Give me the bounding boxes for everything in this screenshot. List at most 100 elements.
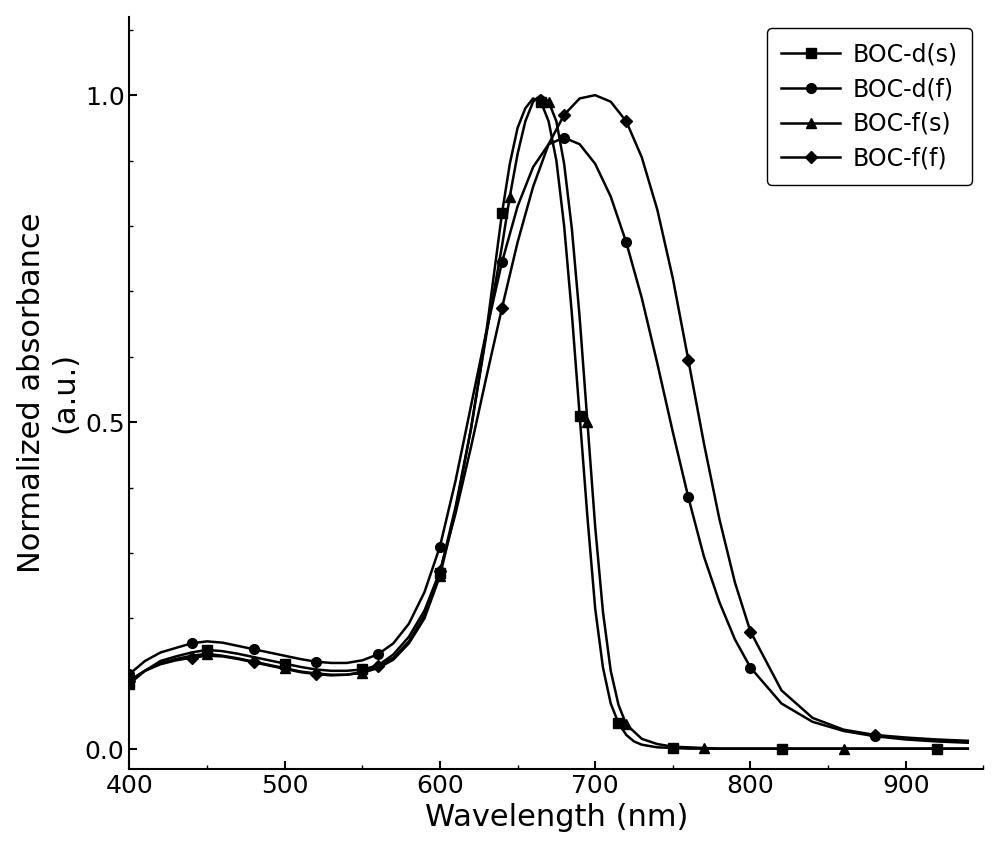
BOC-d(s) — [123, 679, 135, 689]
BOC-f(f) — [449, 509, 461, 519]
Line: BOC-d(f): BOC-d(f) — [125, 132, 973, 748]
BOC-f(f) — [186, 653, 198, 663]
BOC-d(f) — [310, 656, 322, 666]
BOC-d(f) — [481, 325, 493, 335]
BOC-f(f) — [512, 237, 524, 247]
BOC-f(f) — [434, 566, 446, 576]
BOC-d(f) — [154, 648, 166, 658]
BOC-f(f) — [698, 438, 710, 448]
BOC-f(f) — [481, 371, 493, 381]
Line: BOC-d(s): BOC-d(s) — [125, 93, 973, 754]
BOC-d(f) — [807, 717, 819, 727]
BOC-d(s) — [170, 651, 182, 661]
BOC-d(f) — [263, 648, 275, 658]
BOC-f(f) — [620, 116, 632, 127]
BOC-f(f) — [248, 657, 260, 667]
BOC-d(s) — [356, 665, 368, 675]
BOC-f(f) — [232, 654, 244, 664]
BOC-f(f) — [496, 302, 508, 312]
BOC-d(f) — [682, 492, 694, 503]
BOC-f(f) — [682, 355, 694, 365]
BOC-f(s) — [931, 744, 943, 754]
BOC-f(f) — [123, 676, 135, 686]
BOC-f(f) — [931, 734, 943, 745]
BOC-d(f) — [186, 638, 198, 649]
X-axis label: Wavelength (nm): Wavelength (nm) — [425, 803, 688, 832]
BOC-f(f) — [294, 667, 306, 678]
BOC-d(f) — [527, 162, 539, 172]
BOC-d(s) — [612, 718, 624, 728]
BOC-d(f) — [651, 358, 663, 368]
BOC-d(f) — [713, 597, 725, 607]
BOC-d(s) — [488, 267, 500, 277]
BOC-f(s) — [217, 650, 229, 661]
BOC-f(s) — [434, 571, 446, 581]
BOC-f(f) — [387, 649, 399, 660]
BOC-f(f) — [325, 670, 337, 680]
BOC-f(f) — [667, 273, 679, 284]
BOC-d(f) — [279, 650, 291, 661]
BOC-d(f) — [325, 658, 337, 668]
BOC-f(s) — [123, 676, 135, 686]
BOC-f(f) — [201, 650, 213, 661]
BOC-f(f) — [962, 736, 974, 746]
BOC-d(f) — [776, 699, 788, 709]
BOC-f(f) — [558, 110, 570, 120]
BOC-d(f) — [729, 634, 741, 644]
BOC-d(f) — [900, 734, 912, 745]
BOC-d(f) — [232, 641, 244, 651]
BOC-d(f) — [605, 192, 617, 202]
BOC-d(f) — [356, 655, 368, 666]
BOC-f(f) — [729, 577, 741, 588]
BOC-d(f) — [123, 669, 135, 679]
BOC-d(f) — [543, 139, 555, 149]
BOC-d(s) — [527, 93, 539, 104]
BOC-f(s) — [279, 663, 291, 673]
BOC-d(f) — [139, 656, 151, 666]
BOC-d(s) — [154, 656, 166, 666]
BOC-f(f) — [744, 627, 756, 637]
BOC-f(f) — [776, 685, 788, 695]
BOC-f(f) — [605, 97, 617, 107]
BOC-d(f) — [838, 726, 850, 736]
BOC-d(f) — [962, 738, 974, 748]
BOC-f(f) — [838, 724, 850, 734]
BOC-d(f) — [465, 401, 477, 411]
BOC-f(f) — [589, 90, 601, 100]
BOC-f(s) — [325, 670, 337, 680]
BOC-f(f) — [403, 632, 415, 642]
Y-axis label: Normalized absorbance
(a.u.): Normalized absorbance (a.u.) — [17, 212, 79, 573]
BOC-d(f) — [372, 649, 384, 660]
BOC-f(f) — [372, 661, 384, 671]
BOC-f(f) — [527, 182, 539, 192]
BOC-d(f) — [512, 201, 524, 211]
BOC-d(f) — [449, 476, 461, 486]
BOC-d(f) — [869, 731, 881, 741]
Line: BOC-f(s): BOC-f(s) — [125, 90, 973, 754]
BOC-f(f) — [310, 669, 322, 679]
BOC-f(s) — [535, 90, 547, 100]
BOC-d(f) — [170, 643, 182, 653]
BOC-d(s) — [682, 744, 694, 754]
Line: BOC-f(f): BOC-f(f) — [125, 91, 972, 745]
BOC-d(f) — [636, 293, 648, 303]
BOC-f(f) — [636, 152, 648, 162]
BOC-d(f) — [217, 638, 229, 648]
BOC-d(f) — [931, 736, 943, 746]
BOC-f(s) — [838, 744, 850, 754]
BOC-d(f) — [667, 427, 679, 437]
BOC-d(f) — [620, 237, 632, 247]
BOC-d(f) — [341, 658, 353, 668]
BOC-d(f) — [418, 588, 430, 598]
BOC-d(s) — [605, 699, 617, 709]
BOC-f(f) — [651, 205, 663, 215]
BOC-d(f) — [248, 644, 260, 655]
BOC-d(f) — [403, 619, 415, 629]
BOC-d(f) — [294, 654, 306, 664]
BOC-f(f) — [279, 664, 291, 674]
BOC-f(f) — [807, 713, 819, 723]
BOC-f(f) — [217, 651, 229, 661]
BOC-d(s) — [962, 744, 974, 754]
BOC-f(s) — [962, 744, 974, 754]
BOC-d(f) — [558, 132, 570, 143]
